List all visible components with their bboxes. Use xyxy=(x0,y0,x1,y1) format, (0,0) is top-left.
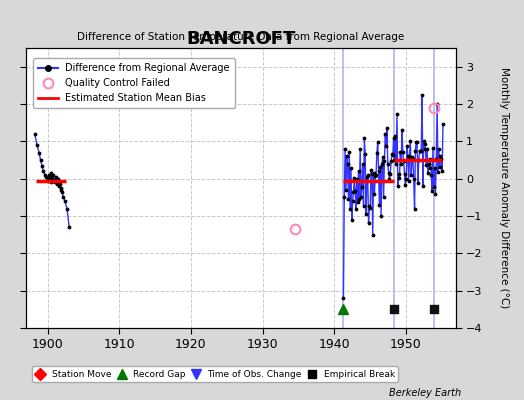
Text: Difference of Station Temperature Data from Regional Average: Difference of Station Temperature Data f… xyxy=(78,32,405,42)
Legend: Station Move, Record Gap, Time of Obs. Change, Empirical Break: Station Move, Record Gap, Time of Obs. C… xyxy=(32,366,398,382)
Y-axis label: Monthly Temperature Anomaly Difference (°C): Monthly Temperature Anomaly Difference (… xyxy=(499,67,509,309)
Title: BANCROFT: BANCROFT xyxy=(187,30,296,48)
Text: Berkeley Earth: Berkeley Earth xyxy=(389,388,461,398)
